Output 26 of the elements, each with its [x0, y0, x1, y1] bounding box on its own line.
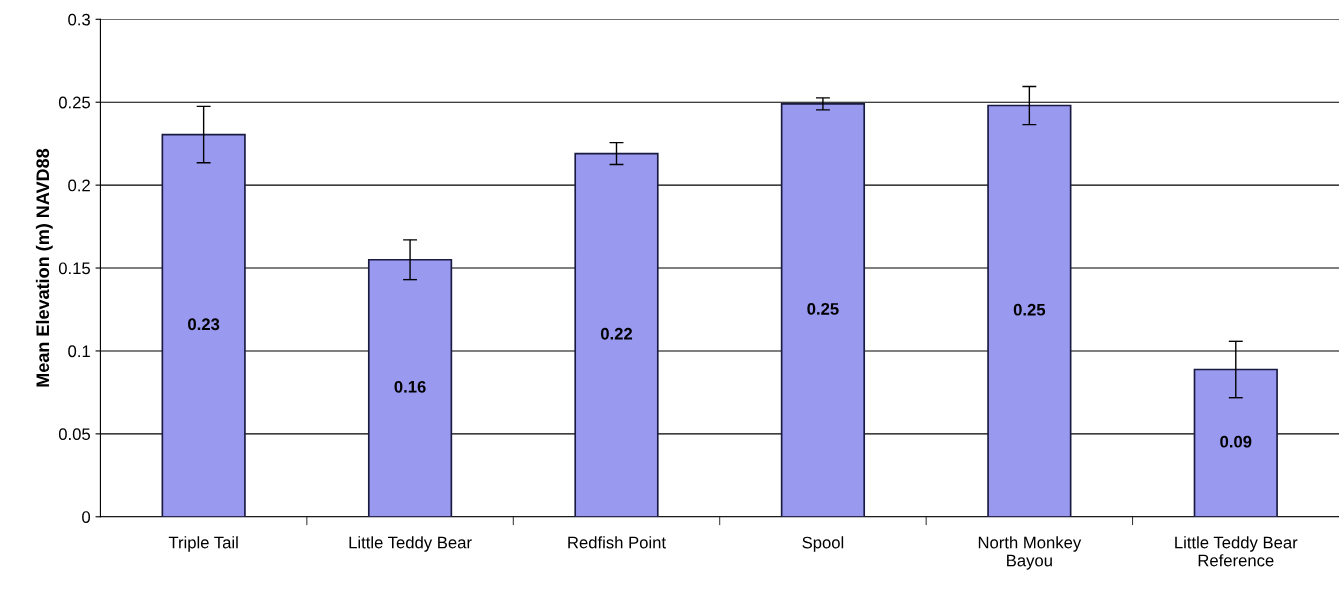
- y-tick-label: 0: [82, 511, 91, 523]
- y-tick-label: 0.15: [58, 262, 91, 275]
- x-tick-label: Little Teddy Bear Reference: [1175, 536, 1298, 567]
- x-tick-label: Triple Tail: [168, 536, 238, 552]
- x-tick-label: Redfish Point: [568, 536, 666, 549]
- y-tick-label: 0.25: [58, 96, 91, 109]
- x-tick-label: Spool: [802, 536, 844, 552]
- y-tick-label: 0.2: [68, 179, 90, 192]
- bar: [574, 152, 659, 517]
- bar: [780, 103, 866, 517]
- bar: [987, 104, 1072, 517]
- x-tick-label: Little Teddy Bear: [349, 536, 472, 552]
- x-tick-label: North Monkey Bayou: [978, 536, 1082, 570]
- y-tick-label: 0.05: [58, 428, 91, 441]
- data-label: 0.09: [1220, 435, 1252, 448]
- bar: [1193, 368, 1278, 517]
- data-label: 0.23: [188, 318, 220, 331]
- bar: [161, 133, 246, 517]
- bar: [367, 258, 453, 517]
- data-label: 0.16: [394, 380, 426, 393]
- y-axis-title: Mean Elevation (m) NAVD88: [35, 148, 53, 387]
- data-label: 0.25: [1013, 303, 1046, 316]
- y-tick-label: 0.3: [68, 13, 90, 26]
- data-label: 0.25: [807, 302, 839, 315]
- y-tick-label: 0.1: [68, 345, 90, 358]
- data-label: 0.22: [600, 327, 633, 340]
